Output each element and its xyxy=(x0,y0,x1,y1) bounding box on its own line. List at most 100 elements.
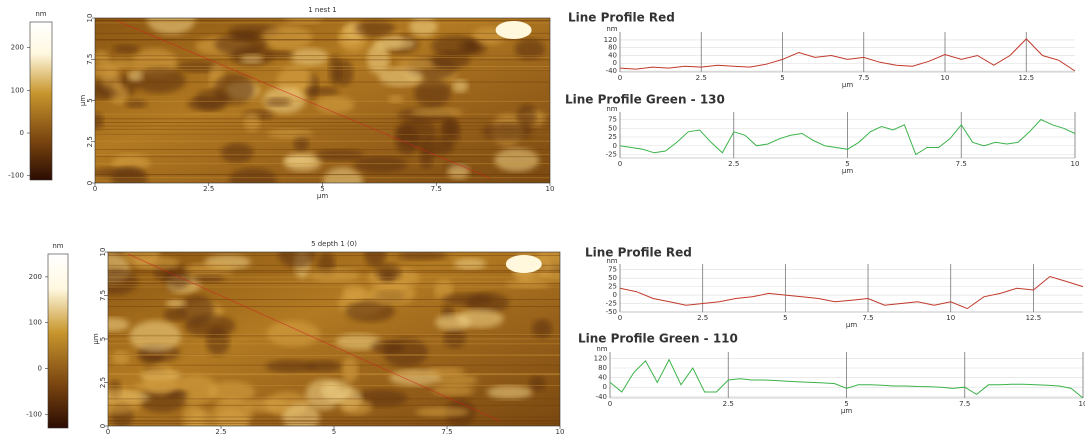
y-tick-label: 5 xyxy=(86,98,94,102)
afm-feature xyxy=(435,313,471,331)
colorbar xyxy=(47,253,69,429)
afm-bright-spot xyxy=(505,255,542,273)
profile-line xyxy=(619,38,1076,72)
y-tick-label: 80 xyxy=(598,364,607,372)
x-axis-label: µm xyxy=(317,192,328,200)
afm-feature xyxy=(221,142,254,163)
x-axis-label: µm xyxy=(842,81,853,89)
afm-feature xyxy=(443,327,466,349)
afm-feature xyxy=(339,398,373,416)
image-title: 1 nest 1 xyxy=(308,6,337,14)
y-tick-label: -40 xyxy=(606,67,617,75)
colorbar-tick-label: 100 xyxy=(29,319,42,327)
afm-feature xyxy=(133,380,181,393)
afm-feature xyxy=(243,112,261,132)
afm-feature xyxy=(353,155,408,173)
afm-feature xyxy=(146,18,196,35)
profile-title: Line Profile Green - 130 xyxy=(565,93,725,107)
afm-feature xyxy=(364,252,387,268)
y-tick-label: 0 xyxy=(613,291,617,299)
x-tick-label: 7.5 xyxy=(431,185,442,193)
y-axis-label: nm xyxy=(606,25,617,33)
afm-feature xyxy=(453,258,487,270)
afm-feature xyxy=(131,256,180,270)
afm-feature xyxy=(187,409,216,426)
y-tick-label: 7.5 xyxy=(86,54,94,65)
afm-feature xyxy=(415,406,470,418)
x-tick-label: 7.5 xyxy=(441,428,452,434)
profile-line xyxy=(609,358,1084,399)
y-axis-label: nm xyxy=(606,257,617,265)
y-tick-label: 0 xyxy=(86,181,94,185)
afm-feature xyxy=(127,70,144,82)
x-tick-label: 10 xyxy=(941,74,950,82)
afm-feature xyxy=(431,385,475,396)
y-tick-label: 0 xyxy=(613,142,617,150)
x-tick-label: 0 xyxy=(618,74,622,82)
afm-feature xyxy=(306,359,341,373)
afm-feature xyxy=(389,369,442,386)
colorbar-unit: nm xyxy=(35,10,46,18)
y-tick-label: 40 xyxy=(608,51,617,59)
x-tick-label: 7.5 xyxy=(862,314,873,322)
afm-feature xyxy=(264,97,292,107)
profile-title: Line Profile Red xyxy=(568,11,675,25)
afm-feature xyxy=(323,167,363,183)
colorbar-tick-label: 200 xyxy=(29,273,42,281)
x-tick-label: 0 xyxy=(608,400,612,408)
afm-feature xyxy=(265,359,316,374)
x-tick-label: 10 xyxy=(946,314,955,322)
x-tick-label: 2.5 xyxy=(203,185,214,193)
y-tick-label: 10 xyxy=(99,248,107,257)
afm-feature xyxy=(486,385,533,400)
y-tick-label: -50 xyxy=(606,308,617,316)
x-tick-label: 0 xyxy=(93,185,97,193)
afm-feature xyxy=(284,155,316,166)
afm-feature xyxy=(414,78,451,109)
y-tick-label: 2.5 xyxy=(99,377,107,388)
afm-feature xyxy=(111,154,150,172)
afm-feature xyxy=(387,95,404,104)
y-tick-label: 75 xyxy=(608,266,617,274)
x-tick-label: 7.5 xyxy=(956,160,967,168)
afm-feature xyxy=(95,84,117,101)
afm-feature xyxy=(345,300,396,323)
x-tick-label: 5 xyxy=(320,185,324,193)
afm-feature xyxy=(308,268,360,283)
afm-bright-spot xyxy=(495,21,532,39)
afm-feature xyxy=(431,35,479,57)
colorbar-tick-label: 0 xyxy=(20,129,24,137)
afm-image xyxy=(108,252,560,426)
afm-feature xyxy=(410,107,463,117)
x-axis-label: µm xyxy=(842,167,853,175)
afm-feature xyxy=(494,148,540,172)
y-axis-label: nm xyxy=(606,105,617,113)
afm-feature xyxy=(95,50,110,67)
afm-texture xyxy=(108,252,560,426)
x-tick-label: 0 xyxy=(106,428,110,434)
colorbar-tick-label: -100 xyxy=(26,410,42,418)
afm-feature xyxy=(129,320,182,353)
x-tick-label: 2.5 xyxy=(697,314,708,322)
afm-feature xyxy=(194,89,230,111)
x-tick-label: 0 xyxy=(618,314,622,322)
y-tick-label: 25 xyxy=(608,283,617,291)
afm-feature xyxy=(482,123,533,141)
colorbar-tick-label: -100 xyxy=(8,172,24,180)
afm-feature xyxy=(371,339,405,355)
x-tick-label: 5 xyxy=(780,74,784,82)
x-tick-label: 10 xyxy=(1071,160,1080,168)
afm-feature xyxy=(293,134,309,152)
afm-texture xyxy=(95,18,550,183)
colorbar xyxy=(29,21,53,181)
x-tick-label: 2.5 xyxy=(728,160,739,168)
afm-feature xyxy=(191,274,226,283)
y-tick-label: 0 xyxy=(603,383,607,391)
afm-feature xyxy=(278,252,316,268)
x-tick-label: 2.5 xyxy=(215,428,226,434)
y-tick-label: 5 xyxy=(99,337,107,341)
y-axis-label: nm xyxy=(596,345,607,353)
y-tick-label: -25 xyxy=(606,151,617,159)
y-tick-label: -25 xyxy=(606,300,617,308)
